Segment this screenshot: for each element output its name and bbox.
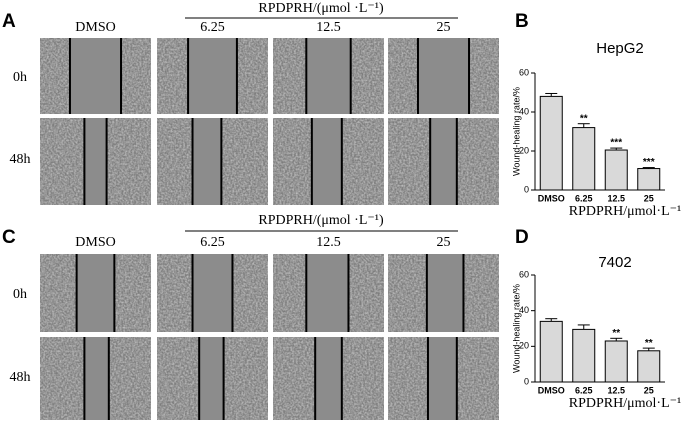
panel-header: RPDPRH/(μmol ·L⁻¹): [258, 213, 384, 228]
x-tick-label: 25: [644, 385, 654, 395]
x-tick-label: DMSO: [538, 385, 565, 395]
wound-gap: [417, 38, 470, 114]
wound-gap: [84, 118, 107, 205]
x-tick-label: 25: [644, 193, 654, 203]
column-label: 6.25: [200, 235, 225, 250]
y-axis-label: Wound-healing rate/%: [511, 87, 521, 176]
wound-gap: [306, 254, 349, 332]
panel-label: D: [515, 227, 529, 248]
bar: [637, 350, 661, 383]
wound-gap: [430, 118, 457, 205]
chart-title: 7402: [598, 254, 631, 271]
panel-label: C: [2, 227, 16, 248]
wound-gap: [69, 38, 122, 114]
y-tick-label: 60: [519, 269, 529, 279]
x-tick-label: 6.25: [575, 193, 593, 203]
bar: [604, 149, 628, 191]
bar: [572, 127, 596, 191]
y-tick-label: 60: [519, 67, 529, 77]
x-axis-label: RPDPRH/μmol·L⁻¹: [569, 396, 681, 411]
x-tick-label: 12.5: [607, 385, 625, 395]
y-tick-label: 20: [519, 341, 529, 351]
y-tick-label: 0: [524, 376, 529, 386]
panel-label: B: [515, 11, 529, 32]
column-label: 25: [437, 235, 451, 250]
chart-title: HepG2: [596, 40, 644, 57]
wound-gap: [311, 118, 342, 205]
wound-gap: [192, 118, 222, 205]
x-tick-label: DMSO: [538, 193, 565, 203]
bar: [572, 328, 596, 383]
bar: [539, 320, 563, 383]
column-label: 25: [437, 20, 451, 35]
panel-label: A: [2, 11, 16, 32]
significance: **: [612, 328, 620, 339]
bar: [539, 95, 563, 191]
row-label: 48h: [10, 370, 31, 385]
content: A B C D RPDPRH/(μmol ·L⁻¹) DMSO 6.25 12.5 25 0h 48…: [2, 1, 681, 420]
wound-gap: [306, 38, 351, 114]
wound-gap: [188, 38, 237, 114]
column-label: DMSO: [75, 20, 115, 35]
y-tick-label: 20: [519, 145, 529, 155]
row-label: 0h: [13, 70, 27, 85]
row-label: 0h: [13, 287, 27, 302]
significance: **: [580, 113, 588, 124]
wound-gap: [199, 337, 224, 420]
wound-gap: [76, 254, 115, 332]
significance: ***: [643, 157, 655, 168]
column-label: 12.5: [316, 20, 341, 35]
x-axis-label: RPDPRH/μmol·L⁻¹: [569, 204, 681, 219]
significance: **: [645, 338, 653, 349]
column-label: 6.25: [200, 20, 225, 35]
y-tick-label: 40: [519, 305, 529, 315]
wound-gap: [315, 337, 342, 420]
column-label: 12.5: [316, 235, 341, 250]
bar: [637, 168, 661, 191]
wound-gap: [192, 254, 233, 332]
row-label: 48h: [10, 152, 31, 167]
column-label: DMSO: [75, 235, 115, 250]
wound-gap: [427, 337, 457, 420]
bar: [604, 340, 628, 383]
y-tick-label: 40: [519, 106, 529, 116]
significance: ***: [610, 138, 622, 149]
y-tick-label: 0: [524, 184, 529, 194]
wound-gap: [426, 254, 464, 332]
x-tick-label: 6.25: [575, 385, 593, 395]
panel-header: RPDPRH/(μmol ·L⁻¹): [258, 1, 384, 16]
y-axis-label: Wound-healing rate/%: [511, 284, 521, 373]
x-tick-label: 12.5: [607, 193, 625, 203]
wound-gap: [84, 337, 109, 420]
